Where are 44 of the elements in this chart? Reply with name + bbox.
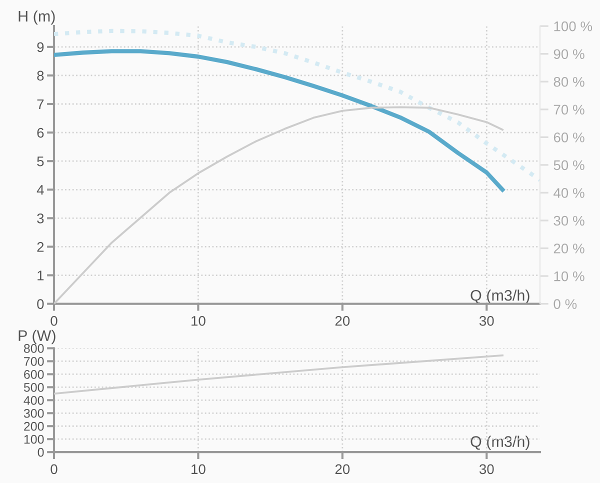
y-tick-label: 300 xyxy=(24,408,44,418)
y-axis-title: P (W) xyxy=(18,330,56,344)
y-tick-label: 8 xyxy=(37,70,44,81)
y-tick-label: 3 xyxy=(37,214,44,224)
y2-tick-label: 30 % xyxy=(554,216,584,226)
y2-tick-label: 40 % xyxy=(554,188,584,198)
x-axis-title: Q (m3/h) xyxy=(470,290,530,304)
x-tick-label: 20 xyxy=(335,316,350,326)
x-tick-label: 20 xyxy=(335,464,350,474)
x-tick-label: 30 xyxy=(479,316,494,326)
y2-tick-label: 90 % xyxy=(554,49,584,60)
y-axis-title: H (m) xyxy=(18,10,55,25)
y-tick-label: 700 xyxy=(24,357,44,366)
y-tick-label: 400 xyxy=(24,396,44,405)
y2-tick-label: 60 % xyxy=(554,132,584,142)
y-tick-label: 0 xyxy=(38,448,44,457)
y-tick-label: 5 xyxy=(37,156,44,166)
y-tick-label: 7 xyxy=(37,99,44,110)
y-tick-label: 200 xyxy=(24,422,44,431)
y2-tick-label: 0 % xyxy=(554,299,577,309)
y2-tick-label: 80 % xyxy=(554,76,584,87)
y2-tick-label: 70 % xyxy=(554,104,584,115)
y-tick-label: 2 xyxy=(37,242,44,252)
y2-tick-label: 100 % xyxy=(554,21,592,32)
line-series xyxy=(54,49,505,192)
line-series xyxy=(54,28,540,182)
x-tick-label: 10 xyxy=(192,464,206,474)
x-tick-label: 10 xyxy=(192,316,206,326)
y-tick-label: 9 xyxy=(37,42,44,52)
y-tick-label: 500 xyxy=(24,382,44,392)
y-tick-label: 6 xyxy=(37,128,44,138)
y-tick-label: 0 xyxy=(37,299,44,309)
y-tick-label: 4 xyxy=(36,185,44,195)
x-tick-label: 30 xyxy=(479,464,494,474)
x-tick-label: 0 xyxy=(50,464,58,474)
y2-tick-label: 20 % xyxy=(554,244,584,254)
y-tick-label: 100 xyxy=(24,434,44,444)
y-tick-label: 600 xyxy=(24,370,44,379)
y-tick-label: 800 xyxy=(24,344,44,353)
y2-tick-label: 10 % xyxy=(554,271,584,282)
x-tick-label: 0 xyxy=(50,316,58,326)
y2-tick-label: 50 % xyxy=(554,160,584,170)
x-axis-title: Q (m3/h) xyxy=(470,436,530,450)
y-tick-label: 1 xyxy=(38,270,44,280)
